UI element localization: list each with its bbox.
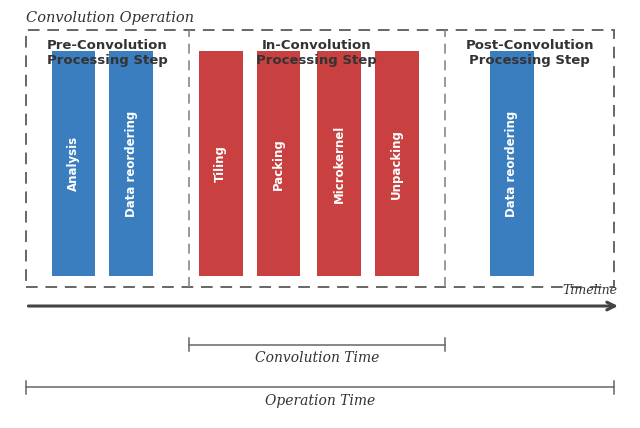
- Text: Convolution Operation: Convolution Operation: [26, 11, 193, 25]
- Text: Microkernel: Microkernel: [333, 125, 346, 203]
- Text: Unpacking: Unpacking: [390, 129, 403, 199]
- Bar: [490, 51, 534, 276]
- Text: Pre-Convolution
Processing Step: Pre-Convolution Processing Step: [47, 39, 168, 66]
- Text: In-Convolution
Processing Step: In-Convolution Processing Step: [257, 39, 377, 66]
- Bar: [199, 51, 243, 276]
- Bar: [257, 51, 300, 276]
- Text: Timeline: Timeline: [563, 284, 618, 297]
- Bar: [375, 51, 419, 276]
- Bar: [109, 51, 153, 276]
- Text: Convolution Time: Convolution Time: [255, 351, 379, 365]
- Text: Data reordering: Data reordering: [125, 110, 138, 217]
- Text: Post-Convolution
Processing Step: Post-Convolution Processing Step: [465, 39, 594, 66]
- Bar: [52, 51, 95, 276]
- Text: Packing: Packing: [272, 138, 285, 190]
- Text: Operation Time: Operation Time: [265, 394, 375, 408]
- Text: Data reordering: Data reordering: [506, 110, 518, 217]
- Bar: [317, 51, 361, 276]
- Text: Analysis: Analysis: [67, 136, 80, 191]
- Bar: [26, 30, 614, 287]
- Text: Tiling: Tiling: [214, 145, 227, 182]
